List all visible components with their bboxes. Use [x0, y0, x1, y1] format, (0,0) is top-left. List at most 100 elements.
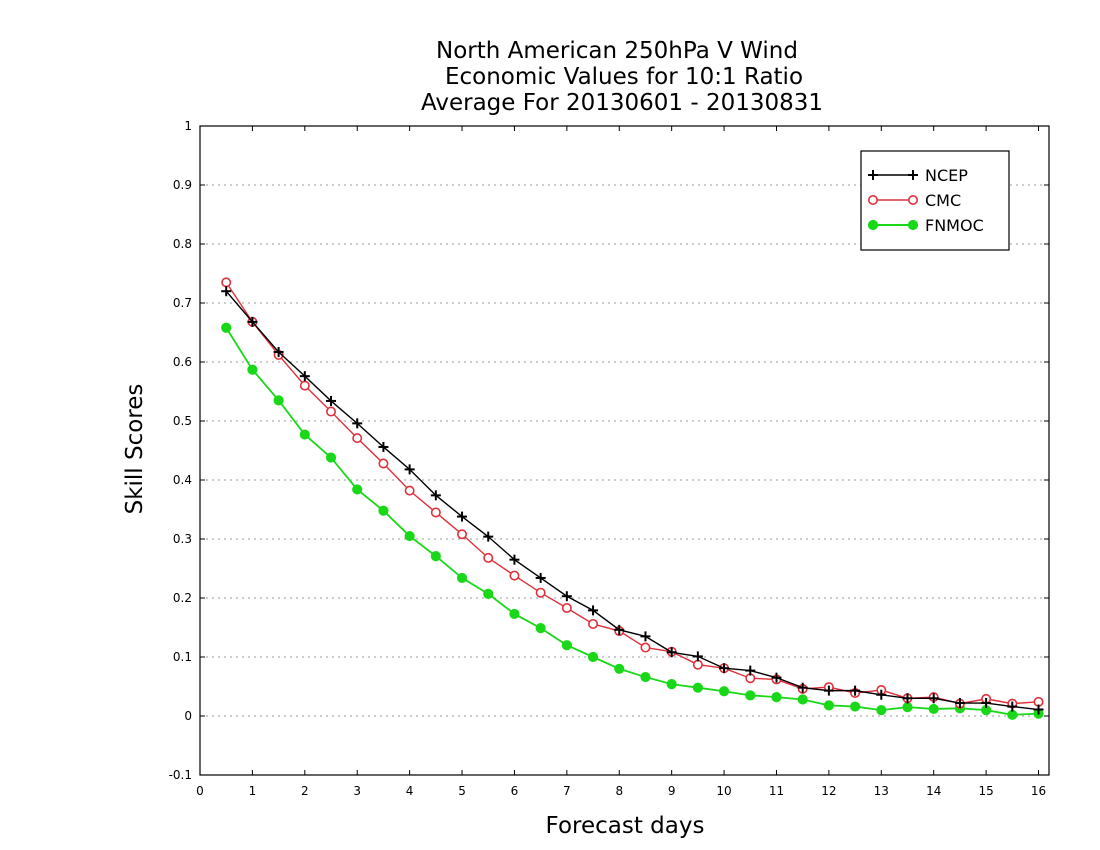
data-point-ncep — [666, 647, 677, 658]
data-point-cmc — [588, 618, 599, 629]
data-point-ncep — [1007, 701, 1018, 712]
y-tick-label: 0.3 — [173, 532, 192, 546]
data-point-ncep — [823, 685, 834, 696]
legend-item-cmc: CMC — [867, 191, 961, 210]
data-point-fnmoc — [849, 701, 861, 712]
x-tick-label: 14 — [926, 784, 941, 798]
y-tick-label: 0.1 — [173, 650, 192, 664]
data-point-cmc — [483, 552, 494, 563]
x-tick-label: 10 — [716, 784, 731, 798]
data-point-cmc — [430, 507, 441, 518]
data-point-fnmoc — [247, 364, 258, 375]
data-point-ncep — [719, 663, 730, 674]
data-point-fnmoc — [902, 702, 913, 713]
data-point-ncep — [299, 371, 310, 382]
data-point-ncep — [876, 689, 887, 700]
data-point-cmc — [509, 570, 520, 581]
data-point-fnmoc — [325, 452, 337, 463]
x-tick-label: 8 — [615, 784, 623, 798]
data-point-ncep — [588, 605, 599, 616]
data-point-ncep — [1033, 704, 1044, 715]
data-point-fnmoc — [614, 663, 625, 674]
x-tick-label: 9 — [668, 784, 676, 798]
data-point-cmc — [535, 587, 546, 598]
data-point-ncep — [954, 698, 965, 709]
data-point-cmc — [352, 433, 363, 444]
series-fnmoc — [221, 322, 1044, 720]
data-point-fnmoc — [561, 640, 572, 651]
data-point-fnmoc — [640, 671, 651, 683]
data-point-ncep — [981, 698, 992, 709]
y-tick-label: 0.4 — [173, 473, 192, 487]
x-tick-label: 11 — [769, 784, 784, 798]
series-ncep — [221, 286, 1044, 715]
series-cmc — [221, 277, 1044, 709]
data-point-fnmoc — [273, 395, 284, 406]
x-tick-label: 12 — [821, 784, 836, 798]
data-point-ncep — [535, 572, 546, 583]
data-point-ncep — [640, 631, 651, 642]
y-tick-label: 0.6 — [173, 355, 192, 369]
data-point-fnmoc — [535, 622, 546, 634]
data-point-cmc — [221, 277, 232, 288]
axis-ticks: -0.100.10.20.30.40.50.60.70.80.910 1 2 3 4 5 6… — [169, 119, 1049, 798]
chart-title-line-3: Average For 20130601 - 20130831 — [421, 90, 823, 116]
data-point-ncep — [378, 441, 389, 452]
data-point-ncep — [352, 418, 363, 429]
data-point-ncep — [771, 672, 782, 683]
x-tick-label: 15 — [978, 784, 993, 798]
legend-marker — [867, 219, 879, 231]
data-point-ncep — [902, 693, 913, 704]
legend-label-fnmoc: FNMOC — [925, 216, 984, 235]
x-tick-label: 0 — [196, 784, 204, 798]
legend-item-ncep: NCEP — [868, 166, 968, 185]
grid-lines — [200, 184, 1049, 717]
x-tick-label: 16 — [1031, 784, 1046, 798]
series-line-ncep — [225, 290, 1039, 711]
x-tick-label: 3 — [353, 784, 361, 798]
x-tick-label: 2 — [301, 784, 309, 798]
data-point-ncep — [457, 511, 468, 522]
data-point-ncep — [273, 346, 284, 357]
data-point-fnmoc — [430, 551, 441, 562]
data-point-ncep — [692, 651, 703, 662]
data-point-fnmoc — [587, 651, 599, 663]
data-point-fnmoc — [456, 572, 468, 584]
data-point-ncep — [404, 464, 415, 475]
data-point-ncep — [430, 490, 441, 501]
legend: NCEP CMC FNMOC — [860, 150, 1010, 251]
data-point-cmc — [640, 642, 651, 653]
data-point-fnmoc — [718, 686, 730, 697]
data-point-fnmoc — [692, 682, 703, 693]
legend-marker — [867, 195, 878, 206]
x-axis-label: Forecast days — [546, 813, 705, 839]
data-point-ncep — [850, 685, 861, 696]
data-point-ncep — [745, 665, 756, 676]
legend-marker — [907, 195, 918, 206]
y-tick-label: 0.2 — [173, 591, 192, 605]
data-point-fnmoc — [771, 692, 782, 703]
legend-marker — [908, 170, 918, 180]
data-point-fnmoc — [299, 429, 310, 440]
y-tick-label: 0.7 — [173, 296, 192, 310]
plot-frame — [199, 125, 1050, 776]
data-point-cmc — [404, 485, 415, 496]
data-point-fnmoc — [1007, 709, 1018, 720]
data-point-cmc — [299, 380, 310, 391]
data-point-ncep — [614, 624, 625, 635]
data-point-ncep — [326, 395, 337, 406]
legend-item-fnmoc: FNMOC — [867, 216, 984, 235]
y-tick-label: 1 — [184, 119, 192, 133]
x-tick-label: 1 — [249, 784, 257, 798]
data-point-ncep — [928, 693, 939, 704]
data-point-fnmoc — [509, 608, 520, 620]
data-point-cmc — [692, 659, 703, 670]
data-point-fnmoc — [876, 705, 887, 716]
chart-title-line-1: North American 250hPa V Wind — [436, 38, 798, 64]
data-point-fnmoc — [823, 700, 834, 711]
y-axis-label: Skill Scores — [122, 384, 148, 515]
x-tick-label: 13 — [874, 784, 889, 798]
data-point-fnmoc — [221, 322, 232, 333]
legend-label-cmc: CMC — [925, 191, 961, 210]
